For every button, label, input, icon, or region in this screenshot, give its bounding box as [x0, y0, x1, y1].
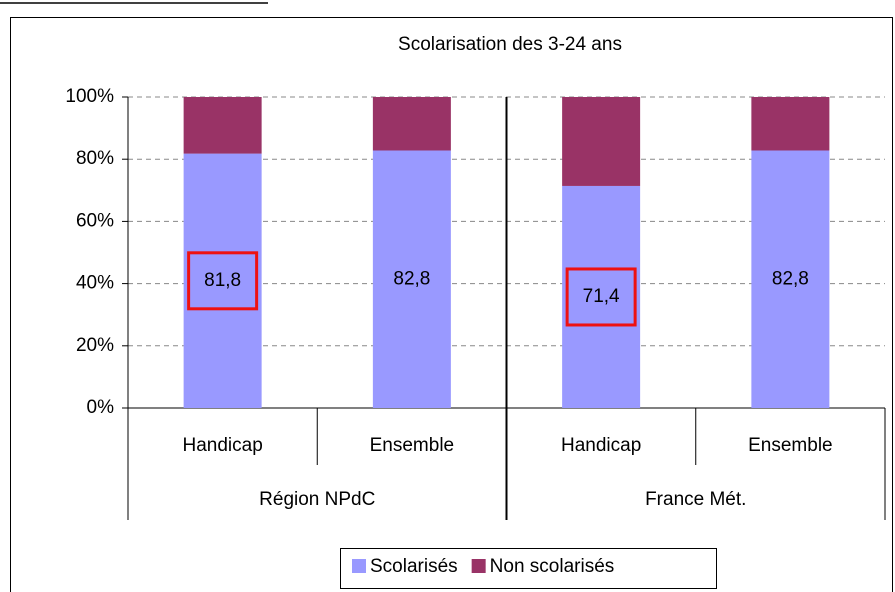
group-label: France Mét. — [645, 489, 746, 510]
legend-label: Scolarisés — [370, 556, 458, 577]
x-tick-label: Ensemble — [370, 435, 455, 456]
bar-segment — [183, 97, 262, 154]
highlight-box — [565, 267, 637, 327]
x-tick-label: Ensemble — [748, 435, 833, 456]
value-label: 82,8 — [772, 268, 809, 289]
x-tick-label: Handicap — [182, 435, 262, 456]
bar-segment — [562, 185, 641, 408]
highlight-box — [187, 251, 259, 311]
bar-segment — [751, 97, 830, 151]
legend-swatch — [352, 559, 366, 573]
y-tick-label: 80% — [76, 148, 114, 169]
chart-title: Scolarisation des 3-24 ans — [398, 34, 622, 55]
bar-segment — [372, 97, 451, 151]
legend-box — [340, 548, 717, 589]
legend-label: Non scolarisés — [490, 556, 615, 577]
bar-segment — [562, 97, 641, 186]
group-label: Région NPdC — [259, 489, 375, 510]
value-label: 82,8 — [393, 268, 430, 289]
bar-segment — [183, 153, 262, 408]
legend-swatch — [471, 559, 486, 573]
chart-frame — [10, 17, 893, 592]
y-tick-label: 100% — [65, 86, 114, 107]
value-label: 81,8 — [204, 270, 241, 291]
y-tick-label: 0% — [87, 397, 115, 418]
x-tick-label: Handicap — [561, 435, 641, 456]
value-label: 71,4 — [583, 286, 620, 307]
y-tick-label: 20% — [76, 335, 114, 356]
y-tick-label: 40% — [76, 273, 114, 294]
bar-segment — [372, 150, 451, 408]
y-tick-label: 60% — [76, 210, 114, 231]
bar-segment — [751, 150, 830, 408]
